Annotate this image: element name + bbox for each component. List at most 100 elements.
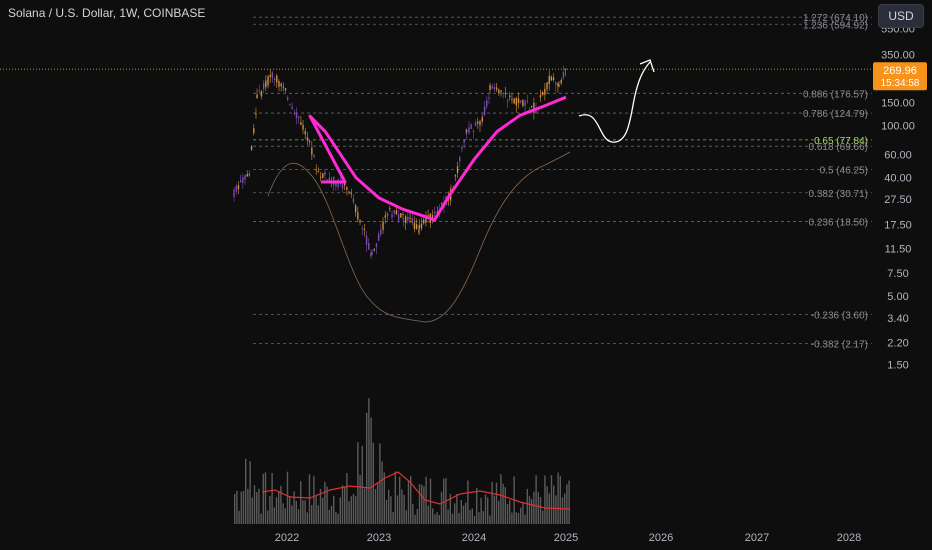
- volume-bar: [427, 505, 429, 524]
- candle-body: [326, 179, 328, 182]
- volume-bar: [522, 502, 524, 524]
- volume-bar: [557, 472, 559, 524]
- volume-bar: [269, 496, 271, 524]
- candle-body: [278, 81, 280, 87]
- volume-bar: [383, 472, 385, 524]
- candle-body: [300, 122, 302, 125]
- candle-body: [465, 128, 468, 135]
- volume-bar: [337, 513, 339, 524]
- volume-bar: [328, 509, 330, 524]
- y-tick-label: 2.20: [887, 338, 908, 350]
- candle-body: [474, 122, 477, 126]
- candle-body: [454, 175, 457, 177]
- candle-body: [287, 97, 289, 100]
- candle-body: [359, 220, 361, 223]
- y-tick-label: 3.40: [887, 313, 908, 325]
- moving-average-line: [308, 95, 567, 222]
- volume-bar: [306, 512, 308, 524]
- price-tag-countdown: 15:34:58: [881, 78, 920, 89]
- volume-bar: [282, 503, 284, 524]
- volume-ma-line: [261, 471, 571, 510]
- volume-bar: [528, 496, 531, 524]
- candle-body: [500, 90, 502, 92]
- currency-button[interactable]: USD: [878, 4, 924, 28]
- candle-body: [441, 202, 443, 204]
- candle-body: [513, 98, 515, 104]
- volume-bar: [478, 512, 480, 524]
- volume-bar: [256, 492, 258, 524]
- candle-body: [459, 157, 461, 162]
- volume-bar: [539, 497, 542, 524]
- volume-bar: [449, 493, 451, 524]
- volume-bar: [533, 491, 535, 524]
- candle-body: [479, 121, 481, 126]
- volume-bar: [363, 488, 366, 524]
- volume-bar: [388, 489, 390, 524]
- candle-body: [434, 212, 436, 214]
- candle-body: [235, 186, 237, 192]
- volume-bar: [403, 494, 405, 524]
- fib-label: 0.886 (176.57): [803, 89, 868, 100]
- candle-body: [253, 128, 255, 134]
- candle-body: [548, 75, 550, 85]
- volume-bar: [515, 512, 517, 524]
- volume-bar: [471, 508, 473, 524]
- volume-bar: [304, 500, 306, 524]
- candle-body: [319, 176, 322, 178]
- fib-label: 1.236 (594.92): [803, 20, 868, 31]
- candle-body: [407, 216, 409, 221]
- volume-bar: [245, 458, 247, 524]
- volume-bar: [537, 492, 539, 524]
- volume-bar: [278, 491, 280, 524]
- projection-arrow: [578, 61, 651, 143]
- candle-body: [298, 116, 300, 118]
- candle-body: [324, 171, 326, 176]
- y-tick-label: 7.50: [887, 268, 908, 280]
- candle-body: [522, 99, 524, 107]
- volume-bar: [300, 481, 302, 524]
- volume-bar: [324, 481, 326, 524]
- candle-body: [284, 88, 287, 91]
- volume-bar: [249, 461, 251, 524]
- candle-body: [328, 177, 331, 182]
- volume-bar: [473, 515, 476, 524]
- volume-bar: [489, 515, 491, 524]
- volume-bar: [258, 488, 260, 524]
- candle-body: [504, 93, 507, 95]
- volume-bar: [566, 484, 568, 524]
- volume-bar: [553, 485, 555, 524]
- symbol-title: Solana / U.S. Dollar, 1W, COINBASE: [8, 6, 206, 20]
- volume-bar: [247, 488, 249, 524]
- price-tag-value: 269.96: [883, 65, 917, 77]
- candle-body: [483, 106, 486, 116]
- candle-body: [391, 214, 393, 218]
- y-tick-label: 1.50: [887, 359, 908, 371]
- volume-bar: [462, 505, 465, 524]
- volume-bar: [308, 474, 311, 524]
- y-tick-label: 40.00: [884, 173, 912, 185]
- volume-bar: [293, 491, 295, 524]
- candle-body: [418, 229, 420, 232]
- projection-arrowhead: [639, 59, 655, 73]
- volume-bar: [326, 486, 328, 524]
- candle-body: [302, 124, 304, 130]
- volume-bar: [416, 509, 418, 524]
- volume-bar: [487, 497, 489, 524]
- volume-bar: [346, 473, 348, 524]
- volume-bar: [447, 509, 449, 524]
- x-tick-label: 2025: [554, 532, 578, 544]
- volume-bar: [440, 491, 443, 524]
- candle-body: [546, 82, 548, 90]
- volume-bar: [484, 494, 487, 524]
- volume-bar: [319, 488, 322, 524]
- fib-label: -0.236 (3.60): [811, 311, 868, 322]
- volume-bar: [302, 500, 304, 524]
- volume-bar: [548, 493, 550, 524]
- candle-body: [313, 154, 315, 158]
- fib-label: 0.236 (18.50): [809, 218, 869, 229]
- volume-bar: [315, 494, 317, 524]
- candle-body: [354, 205, 357, 213]
- candle-body: [269, 75, 271, 77]
- volume-bar: [432, 508, 434, 524]
